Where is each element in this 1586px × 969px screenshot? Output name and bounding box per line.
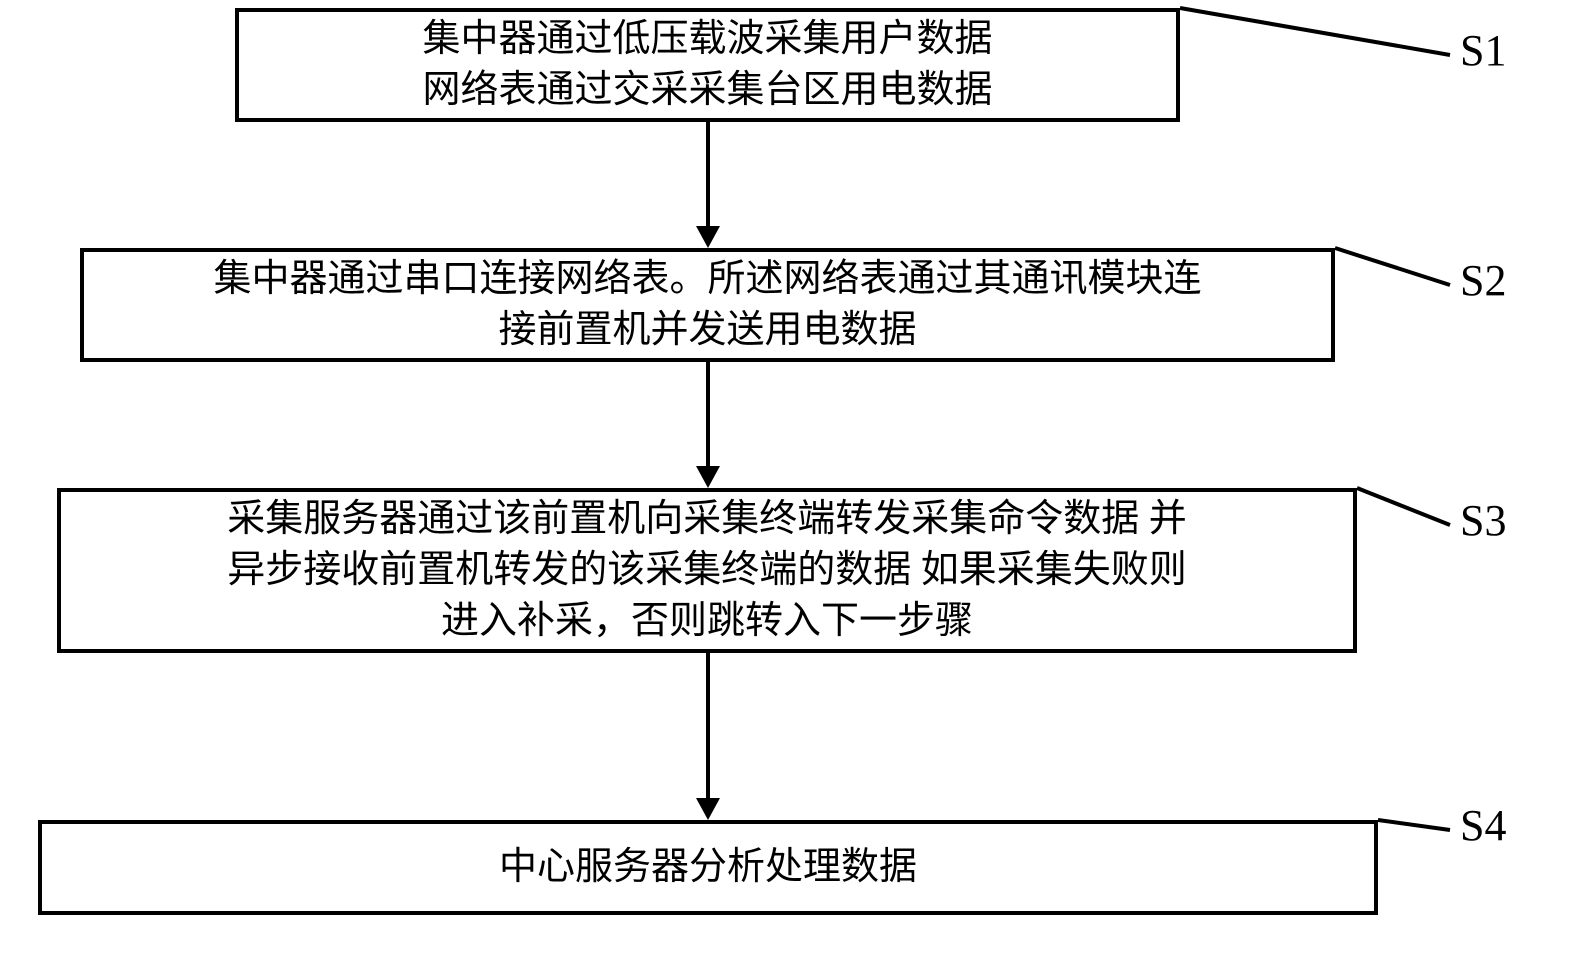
flow-node-s4: 中心服务器分析处理数据 bbox=[38, 820, 1378, 915]
flow-node-s3: 采集服务器通过该前置机向采集终端转发采集命令数据 并异步接收前置机转发的该采集终… bbox=[57, 488, 1357, 653]
flow-node-line: 进入补采，否则跳转入下一步骤 bbox=[441, 596, 973, 647]
step-label-s1: S1 bbox=[1460, 25, 1506, 76]
flow-node-line: 异步接收前置机转发的该采集终端的数据 如果采集失败则 bbox=[227, 545, 1187, 596]
flow-node-line: 网络表通过交采采集台区用电数据 bbox=[422, 65, 992, 116]
flow-node-line: 集中器通过串口连接网络表。所述网络表通过其通讯模块连 bbox=[213, 254, 1201, 305]
flowchart-canvas: 集中器通过低压载波采集用户数据网络表通过交采采集台区用电数据集中器通过串口连接网… bbox=[0, 0, 1586, 969]
flow-node-line: 中心服务器分析处理数据 bbox=[499, 842, 917, 893]
flow-node-s2: 集中器通过串口连接网络表。所述网络表通过其通讯模块连接前置机并发送用电数据 bbox=[80, 248, 1335, 362]
step-label-s2: S2 bbox=[1460, 255, 1506, 306]
step-label-s4: S4 bbox=[1460, 800, 1506, 851]
flow-node-s1: 集中器通过低压载波采集用户数据网络表通过交采采集台区用电数据 bbox=[235, 8, 1180, 122]
flow-node-line: 接前置机并发送用电数据 bbox=[498, 305, 916, 356]
step-label-s3: S3 bbox=[1460, 495, 1506, 546]
flow-node-line: 采集服务器通过该前置机向采集终端转发采集命令数据 并 bbox=[227, 494, 1187, 545]
flow-node-line: 集中器通过低压载波采集用户数据 bbox=[422, 14, 992, 65]
